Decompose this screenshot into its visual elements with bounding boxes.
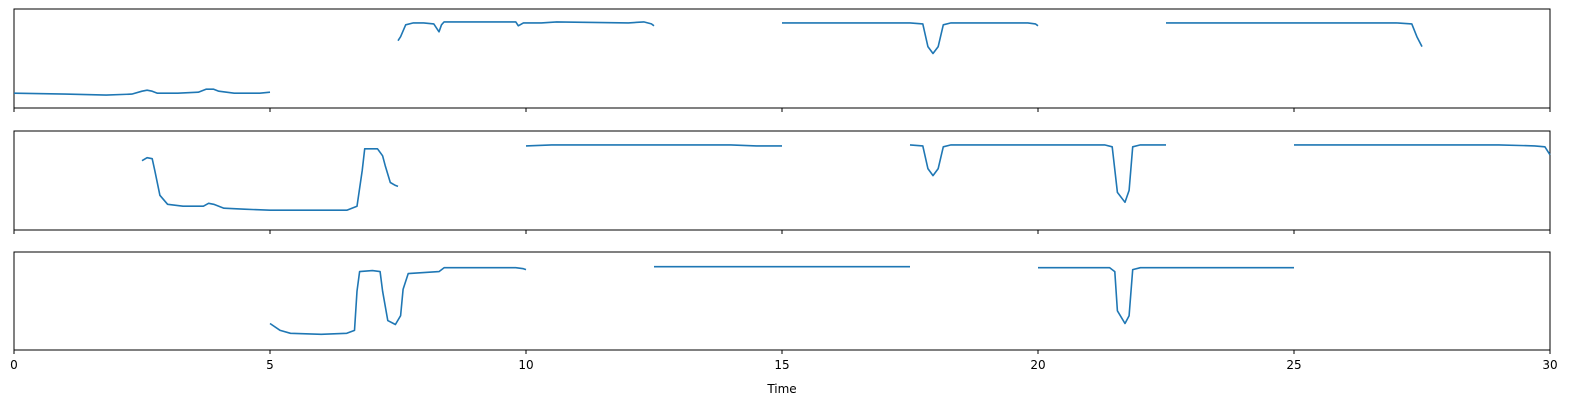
panel-2 bbox=[13, 130, 1551, 234]
x-tick-label: 20 bbox=[1030, 358, 1045, 372]
x-tick-label: 25 bbox=[1286, 358, 1301, 372]
panel-1 bbox=[13, 8, 1551, 112]
panel-1-line-segment bbox=[782, 22, 1039, 55]
x-axis-label: Time bbox=[766, 382, 796, 396]
panel-2-line-segment bbox=[525, 144, 782, 147]
panel-1-line-segment bbox=[1166, 22, 1423, 47]
x-tick-label: 30 bbox=[1542, 358, 1557, 372]
panel-2-line-segment bbox=[1294, 144, 1551, 156]
panel-2-line-segment bbox=[909, 144, 1166, 204]
panel-1-line-segment bbox=[397, 21, 655, 42]
panel-2-line-segment bbox=[141, 148, 399, 211]
panel-1-line-segment bbox=[13, 88, 271, 96]
panel-3-line-segment bbox=[269, 266, 527, 336]
panel-3: 0 5 10 15 20 25 30 bbox=[10, 251, 1558, 372]
x-tick-label: 5 bbox=[266, 358, 274, 372]
panels: 0 5 10 15 20 25 30 bbox=[10, 8, 1558, 372]
panel-3-line-segment bbox=[1038, 266, 1294, 325]
x-tick-label: 15 bbox=[774, 358, 789, 372]
x-tick-label: 0 bbox=[10, 358, 18, 372]
x-tick-label: 10 bbox=[518, 358, 533, 372]
